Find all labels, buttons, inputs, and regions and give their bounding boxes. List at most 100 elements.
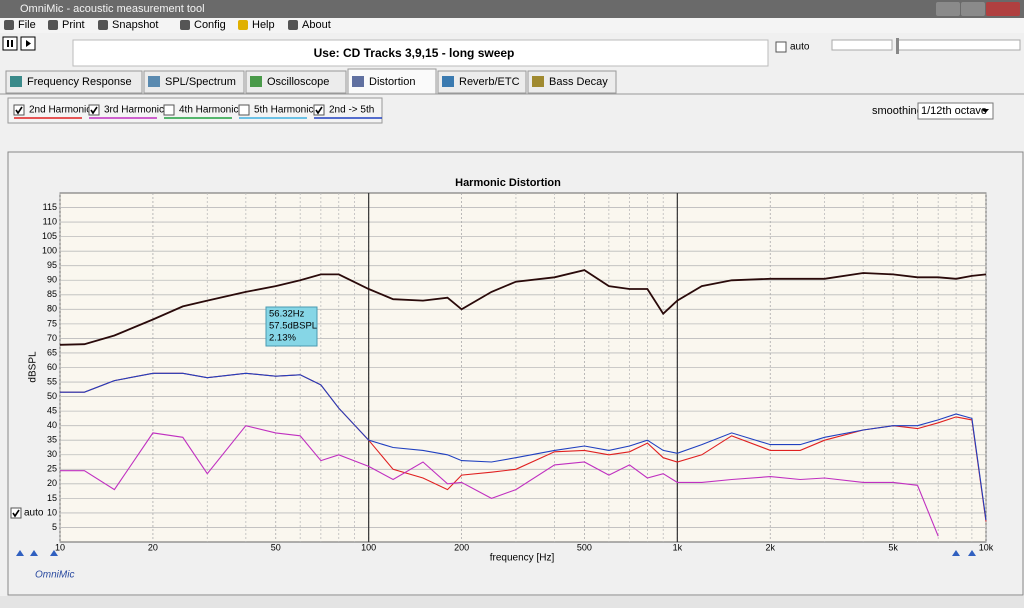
menu-bar — [0, 18, 1024, 33]
check-mark — [12, 509, 20, 518]
menu-icon — [288, 20, 298, 30]
series-line — [60, 372, 987, 521]
tab-label: Reverb/ETC — [459, 76, 520, 88]
brand: OmniMic — [35, 570, 74, 581]
maximize-button[interactable] — [961, 2, 985, 16]
legend-label: 4th Harmonic — [179, 105, 238, 116]
menu-icon — [238, 20, 248, 30]
y-tick-label: 110 — [43, 216, 57, 226]
y-tick-label: 75 — [47, 318, 57, 328]
tooltip-text: 56.32Hz — [269, 309, 305, 320]
y-tick-label: 15 — [47, 493, 57, 503]
tab-icon — [532, 76, 544, 87]
y-tick-label: 55 — [47, 376, 57, 386]
tab[interactable] — [527, 70, 617, 94]
axis-control[interactable] — [50, 550, 58, 556]
x-tick-label: 1k — [673, 542, 683, 552]
x-tick-label: 2k — [765, 542, 775, 552]
window-title: OmniMic - acoustic measurement tool — [20, 3, 205, 15]
y-tick-label: 40 — [47, 420, 57, 430]
menu-item[interactable]: Print — [62, 19, 85, 31]
y-tick-label: 65 — [47, 347, 57, 357]
x-tick-label: 50 — [271, 542, 281, 552]
series-line — [59, 269, 987, 346]
x-tick-label: 500 — [577, 542, 592, 552]
menu-icon — [180, 20, 190, 30]
menu-item[interactable]: Snapshot — [112, 19, 158, 31]
pause-button[interactable] — [2, 36, 18, 51]
check-mark — [90, 106, 98, 115]
y-axis-label: dBSPL — [28, 351, 39, 383]
y-tick-label: 105 — [42, 231, 57, 241]
legend-label: 2nd -> 5th — [329, 105, 374, 116]
legend-label: 5th Harmonic — [254, 105, 313, 116]
close-button[interactable] — [986, 2, 1020, 16]
smoothing-select[interactable] — [917, 102, 994, 120]
play-icon — [26, 40, 31, 47]
tab[interactable] — [5, 70, 143, 94]
title-bar — [0, 0, 1024, 18]
series-checkbox[interactable] — [13, 104, 25, 116]
series-checkbox[interactable] — [88, 104, 100, 116]
slider-track[interactable] — [831, 39, 893, 51]
menu-item[interactable]: File — [18, 19, 36, 31]
dropdown-arrow — [982, 109, 989, 113]
axis-control[interactable] — [968, 550, 976, 556]
y-tick-label: 25 — [47, 464, 57, 474]
axis-control[interactable] — [952, 550, 960, 556]
series-checkbox[interactable] — [238, 104, 250, 116]
pause-icon — [7, 40, 9, 47]
tab-icon — [250, 76, 262, 87]
slider-track[interactable] — [897, 39, 1021, 51]
tab-label: Distortion — [369, 76, 415, 88]
series-checkbox[interactable] — [163, 104, 175, 116]
tooltip-text: 57.5dBSPL — [269, 321, 317, 332]
tab-label: Bass Decay — [549, 76, 608, 88]
slider-thumb[interactable] — [896, 38, 899, 54]
y-tick-label: 10 — [47, 507, 57, 517]
y-tick-label: 30 — [47, 449, 57, 459]
status-bar — [0, 596, 1024, 608]
menu-item[interactable]: Help — [252, 19, 275, 31]
x-tick-label: 5k — [888, 542, 898, 552]
y-tick-label: 50 — [47, 391, 57, 401]
y-tick-label: 85 — [47, 289, 57, 299]
axis-control[interactable] — [16, 550, 24, 556]
tab[interactable] — [245, 70, 347, 94]
tab-label: Frequency Response — [27, 76, 132, 88]
x-tick-label: 200 — [454, 542, 469, 552]
y-tick-label: 35 — [47, 435, 57, 445]
auto-label: auto — [790, 42, 810, 53]
smoothing-value: 1/12th octave — [921, 105, 987, 117]
tab-icon — [352, 76, 364, 87]
y-tick-label: 100 — [42, 246, 57, 256]
menu-item[interactable]: Config — [194, 19, 226, 31]
y-tick-label: 115 — [43, 202, 57, 212]
y-tick-label: 60 — [47, 362, 57, 372]
auto-checkbox[interactable] — [775, 41, 787, 53]
tooltip — [265, 306, 318, 347]
x-tick-label: 10k — [979, 542, 994, 552]
menu-item[interactable]: About — [302, 19, 331, 31]
series-line — [60, 425, 939, 537]
y-tick-label: 5 — [52, 522, 57, 532]
y-tick-label: 20 — [47, 478, 57, 488]
check-mark — [15, 106, 23, 115]
auto-checkbox[interactable] — [10, 507, 22, 519]
x-tick-label: 20 — [148, 542, 158, 552]
tab-label: Oscilloscope — [267, 76, 329, 88]
x-axis-label: frequency [Hz] — [490, 553, 555, 564]
check-mark — [315, 106, 323, 115]
status-box — [72, 39, 769, 67]
legend-label: 3rd Harmonic — [104, 105, 164, 116]
tab-icon — [148, 76, 160, 87]
minimize-button[interactable] — [936, 2, 960, 16]
series-checkbox[interactable] — [313, 104, 325, 116]
tab[interactable] — [437, 70, 527, 94]
x-tick-label: 100 — [361, 542, 376, 552]
pause-icon — [11, 40, 13, 47]
smoothing-label: smoothing — [872, 105, 923, 117]
axis-control[interactable] — [30, 550, 38, 556]
tab[interactable] — [143, 70, 245, 94]
